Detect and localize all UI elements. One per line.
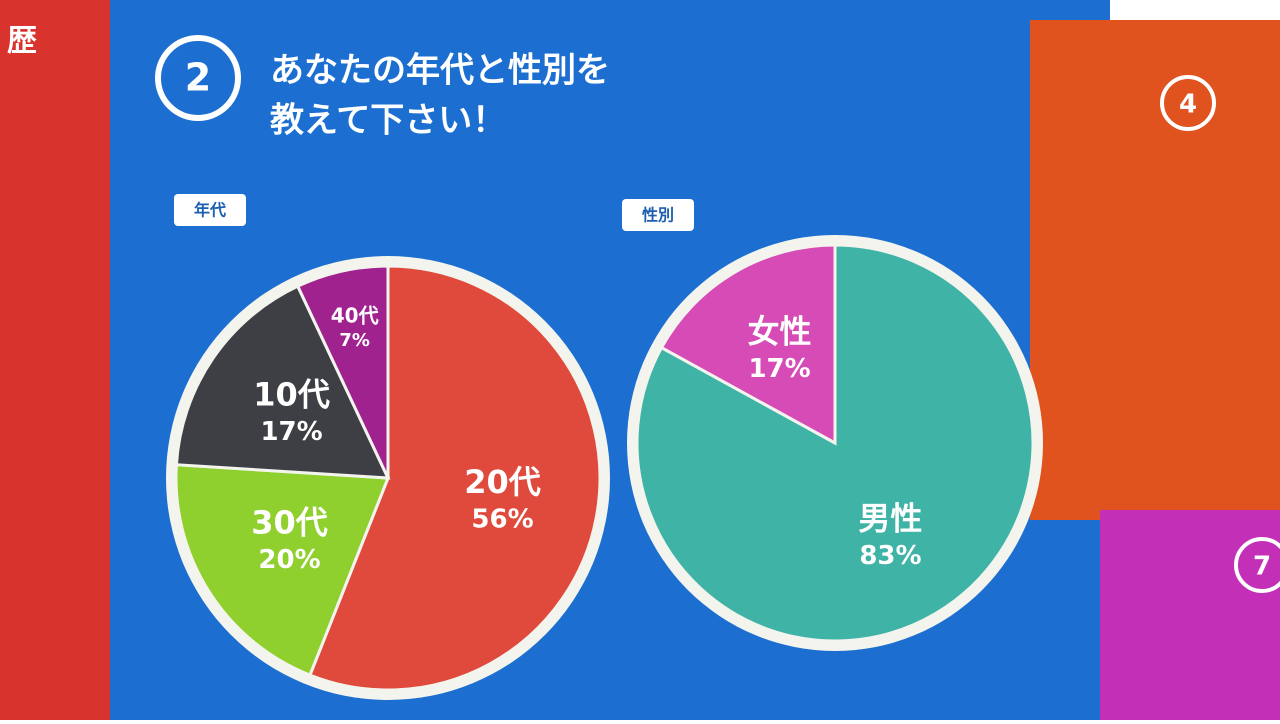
slice-label: 10代 bbox=[253, 375, 330, 413]
slice-label: 男性 bbox=[858, 500, 922, 538]
side-text: 歴 bbox=[7, 24, 37, 59]
chart-title: 年代 bbox=[194, 201, 226, 220]
value-label: 7% bbox=[339, 330, 370, 351]
pie-slice bbox=[659, 243, 837, 446]
slice-label: 20代 bbox=[464, 463, 541, 501]
slice-label: 30代 bbox=[251, 503, 328, 541]
chart-title-box bbox=[174, 194, 246, 226]
value-label: 83% bbox=[859, 541, 921, 571]
badge-number: 4 bbox=[1179, 90, 1197, 120]
value-label: 17% bbox=[260, 417, 322, 447]
pie-slice bbox=[174, 284, 391, 480]
pie-slice bbox=[295, 264, 390, 479]
slice-label: 40代 bbox=[331, 304, 379, 328]
badge bbox=[1160, 75, 1216, 131]
slice-label: 女性 bbox=[748, 312, 812, 350]
badge bbox=[1234, 537, 1280, 593]
pie-slice bbox=[308, 264, 602, 692]
right-panel bbox=[1030, 20, 1280, 520]
pie-slice bbox=[174, 463, 391, 678]
question-number: 2 bbox=[185, 56, 211, 100]
title-line: 教えて下さい！ bbox=[270, 101, 506, 141]
value-label: 17% bbox=[748, 354, 810, 384]
badge-number: 7 bbox=[1253, 552, 1271, 582]
title-line: あなたの年代と性別を bbox=[270, 51, 610, 91]
left-panel bbox=[0, 0, 120, 720]
chart-title: 性別 bbox=[642, 206, 674, 225]
value-label: 20% bbox=[258, 545, 320, 575]
chart-title-box bbox=[622, 199, 694, 231]
right-lower-panel bbox=[1100, 510, 1280, 720]
question-badge bbox=[155, 35, 241, 121]
value-label: 56% bbox=[471, 504, 533, 534]
